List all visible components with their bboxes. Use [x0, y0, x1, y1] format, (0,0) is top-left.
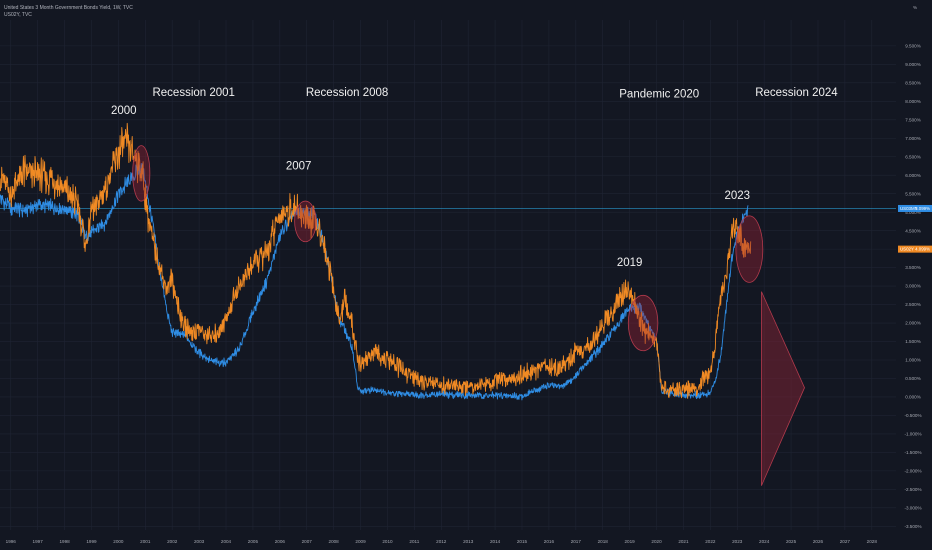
y-tick-label: -2.500%	[904, 487, 921, 492]
y-tick-label: -1.500%	[904, 450, 921, 455]
y-tick-label: 0.000%	[905, 395, 921, 400]
y-tick-label: 9.000%	[905, 62, 921, 67]
y-tick-label: 6.500%	[905, 154, 921, 159]
x-tick-label: 1999	[86, 539, 97, 544]
x-tick-label: 2000	[113, 539, 124, 544]
price-badge-us02y	[898, 245, 932, 253]
x-axis: 1996 1997 1998 1999 2000 2001 2002 2003 2004 2005…	[6, 539, 878, 544]
x-tick-label: 2006	[275, 539, 286, 544]
x-tick-label: 2024	[759, 539, 770, 544]
price-badge-us03my	[898, 204, 932, 212]
y-axis: % 9.500% 9.000% 8.500% 8.000% 7.500% 7.000% 6.…	[904, 5, 921, 529]
x-tick-label: 2011	[409, 539, 419, 544]
price-badge-name: US03MY	[900, 206, 918, 211]
series-lines	[0, 122, 752, 401]
annotation-label: 2023	[724, 190, 750, 202]
projection-triangle	[761, 291, 805, 486]
x-tick-label: 2010	[382, 539, 393, 544]
x-tick-label: 2013	[463, 539, 474, 544]
y-tick-label: 7.000%	[905, 136, 921, 141]
chart-subtitle: US02Y, TVC	[4, 12, 32, 18]
price-badge-name: US02Y	[900, 247, 914, 252]
annotation-label: 2007	[286, 161, 312, 173]
x-tick-label: 1997	[33, 539, 44, 544]
series-line-us03my	[0, 162, 749, 401]
x-tick-label: 1996	[6, 539, 17, 544]
projection-triangle-shape	[761, 291, 805, 486]
annotation-label: Recession 2008	[306, 87, 388, 99]
price-badge-value: 5.099%	[915, 206, 930, 211]
y-tick-label: 1.500%	[905, 339, 921, 344]
x-tick-label: 2022	[705, 539, 716, 544]
series-line-us02y	[0, 122, 752, 399]
y-tick-label: -0.500%	[904, 413, 921, 418]
x-tick-label: 2008	[329, 539, 340, 544]
y-tick-label: 4.500%	[905, 228, 921, 233]
x-tick-label: 2001	[140, 539, 151, 544]
x-tick-label: 2007	[302, 539, 313, 544]
price-badge-value: 4.099%	[915, 247, 930, 252]
y-tick-label: -3.000%	[904, 505, 921, 510]
highlight-circle	[294, 200, 317, 243]
highlight-circle	[627, 294, 659, 352]
x-tick-label: 2027	[840, 539, 851, 544]
x-tick-label: 2021	[678, 539, 689, 544]
y-tick-label: 8.500%	[905, 80, 921, 85]
highlight-circle	[132, 145, 151, 202]
x-tick-label: 2019	[625, 539, 636, 544]
x-tick-label: 2025	[786, 539, 797, 544]
x-tick-label: 2004	[221, 539, 232, 544]
y-tick-label: 2.500%	[905, 302, 921, 307]
y-tick-label: 1.000%	[905, 358, 921, 363]
annotation-label: Recession 2001	[152, 87, 234, 99]
x-tick-label: 2028	[867, 539, 878, 544]
x-tick-label: 2017	[571, 539, 582, 544]
x-tick-label: 2005	[248, 539, 259, 544]
annotations: 2000 Recession 2001 2007 Recession 2008 2019…	[111, 87, 838, 269]
y-tick-label: -3.500%	[904, 524, 921, 529]
x-tick-label: 2003	[194, 539, 205, 544]
y-tick-label: 3.000%	[905, 284, 921, 289]
x-tick-label: 2016	[544, 539, 555, 544]
annotation-label: 2019	[617, 257, 643, 269]
y-tick-label: 9.500%	[905, 43, 921, 48]
annotation-label: Recession 2024	[755, 87, 838, 99]
y-tick-label: 5.500%	[905, 191, 921, 196]
x-tick-label: 2026	[813, 539, 824, 544]
y-tick-label: -1.000%	[904, 432, 921, 437]
x-tick-label: 2015	[517, 539, 528, 544]
y-tick-label: 5.000%	[905, 210, 921, 215]
y-tick-label: 6.000%	[905, 173, 921, 178]
x-tick-label: 2014	[490, 539, 501, 544]
x-tick-label: 1998	[59, 539, 70, 544]
y-tick-label: 7.500%	[905, 117, 921, 122]
chart-title: United States 3 Month Government Bonds Y…	[4, 5, 133, 11]
x-tick-label: 2002	[167, 539, 178, 544]
highlight-circles	[132, 145, 764, 352]
annotation-label: 2000	[111, 105, 137, 117]
x-tick-label: 2009	[355, 539, 366, 544]
y-tick-label: 3.500%	[905, 265, 921, 270]
x-tick-label: 2020	[651, 539, 662, 544]
y-unit-label: %	[913, 5, 917, 10]
highlight-circle	[735, 215, 764, 283]
y-tick-label: 2.000%	[905, 321, 921, 326]
x-tick-label: 2023	[732, 539, 743, 544]
y-tick-label: 0.500%	[905, 376, 921, 381]
grid-lines	[0, 20, 896, 530]
y-tick-label: 8.000%	[905, 99, 921, 104]
x-tick-label: 2012	[436, 539, 447, 544]
annotation-label: Pandemic 2020	[619, 89, 699, 101]
y-tick-label: -2.000%	[904, 468, 921, 473]
x-tick-label: 2018	[598, 539, 609, 544]
